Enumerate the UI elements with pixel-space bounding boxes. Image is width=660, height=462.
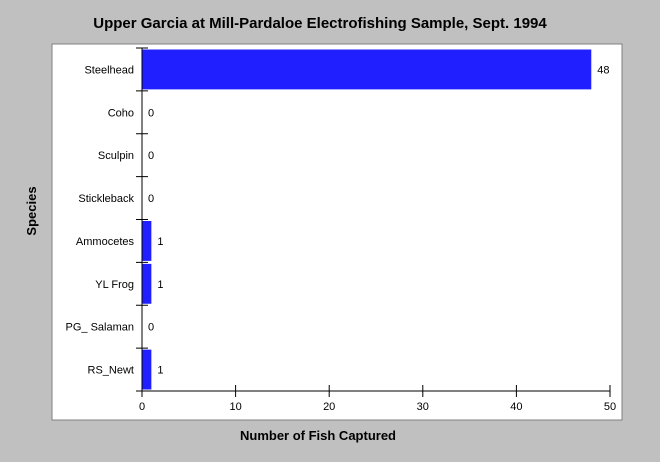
x-tick-label: 30 xyxy=(417,401,429,413)
y-axis-label: Species xyxy=(24,186,39,235)
category-label: PG_ Salaman xyxy=(66,322,134,334)
category-label: YL Frog xyxy=(95,279,134,291)
x-tick-label: 40 xyxy=(510,401,522,413)
data-label: 0 xyxy=(148,193,154,205)
category-label: Steelhead xyxy=(84,64,134,76)
category-label: Ammocetes xyxy=(76,236,135,248)
category-label: Coho xyxy=(108,107,134,119)
data-label: 1 xyxy=(157,236,163,248)
x-tick-label: 10 xyxy=(229,401,241,413)
bar xyxy=(142,263,152,304)
bar xyxy=(142,349,152,390)
category-label: RS_Newt xyxy=(88,365,134,377)
chart-title: Upper Garcia at Mill-Pardaloe Electrofis… xyxy=(93,15,547,32)
data-label: 0 xyxy=(148,322,154,334)
data-label: 0 xyxy=(148,107,154,119)
category-label: Stickleback xyxy=(78,193,134,205)
bar xyxy=(142,221,152,261)
x-tick-label: 50 xyxy=(604,401,616,413)
data-label: 1 xyxy=(157,279,163,291)
x-axis-label: Number of Fish Captured xyxy=(240,428,396,443)
bars-layer xyxy=(142,49,592,390)
data-label: 1 xyxy=(157,365,163,377)
x-tick-label: 0 xyxy=(139,401,145,413)
data-label: 0 xyxy=(148,150,154,162)
data-label: 48 xyxy=(597,64,609,76)
plot-area xyxy=(51,43,623,421)
bar xyxy=(142,49,592,90)
category-label: Sculpin xyxy=(98,150,134,162)
x-tick-label: 20 xyxy=(323,401,335,413)
axes-layer: Steelhead 48 Coho 0 Sculpin 0 Stickleback 0 Ammo… xyxy=(66,47,616,413)
